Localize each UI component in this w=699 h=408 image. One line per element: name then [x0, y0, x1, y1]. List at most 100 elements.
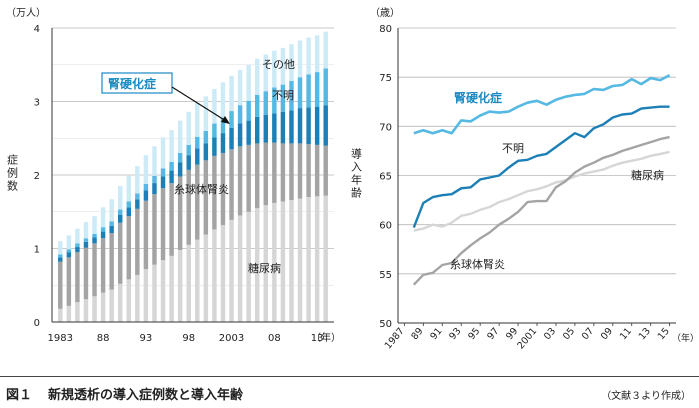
bar-segment-sclerosis: [289, 80, 294, 111]
bar-segment-diabetes: [229, 219, 234, 322]
line-label-unknown: 不明: [502, 142, 524, 155]
bar-segment-other: [203, 96, 209, 131]
bar-segment-glomerulo: [237, 146, 243, 216]
bar-segment-unknown: [160, 176, 166, 189]
bar-segment-other: [306, 37, 311, 75]
right-lines: [412, 74, 671, 286]
bar-segment-unknown: [203, 143, 209, 161]
bar-segment-unknown: [237, 123, 243, 147]
bar-segment-sclerosis: [92, 233, 97, 238]
right-x-tick-label: 05: [561, 326, 577, 342]
bar-segment-glomerulo: [66, 257, 72, 306]
bar-segment-sclerosis: [126, 201, 132, 208]
bar-segment-diabetes: [203, 234, 209, 322]
bar-segment-unknown: [195, 148, 200, 165]
bar-segment-unknown: [323, 105, 328, 146]
right-x-tick-label: 97: [485, 326, 501, 342]
right-x-tick-label: 99: [504, 326, 520, 342]
bar-segment-diabetes: [263, 205, 269, 322]
bar-segment-glomerulo: [135, 208, 140, 275]
bar-segment-diabetes: [186, 244, 191, 322]
bar-segment-unknown: [246, 120, 251, 145]
bar-segment-diabetes: [152, 264, 157, 322]
left-x-tick-label: 1983: [48, 333, 73, 344]
bar-segment-sclerosis: [212, 123, 217, 138]
bar-segment-unknown: [169, 170, 174, 184]
bar-segment-other: [126, 175, 132, 202]
bar-segment-diabetes: [246, 211, 251, 322]
right-y-tick-label: 60: [379, 221, 392, 232]
line-sclerosis: [413, 74, 671, 135]
bar-segment-sclerosis: [220, 117, 226, 134]
bar-segment-diabetes: [323, 195, 328, 322]
bar-segment-sclerosis: [66, 249, 72, 253]
bar-segment-glomerulo: [254, 143, 260, 209]
bar-segment-diabetes: [314, 196, 320, 322]
bar-segment-other: [289, 44, 294, 81]
bar-segment-sclerosis: [143, 183, 149, 191]
bar-segment-sclerosis: [280, 84, 286, 112]
bar-segment-sclerosis: [58, 254, 63, 258]
bar-segment-unknown: [109, 225, 114, 234]
bar-segment-other: [177, 120, 183, 153]
bar-segment-unknown: [289, 110, 294, 144]
bar-segment-glomerulo: [323, 145, 328, 196]
bar-segment-other: [92, 216, 97, 234]
right-y-tick-label: 80: [379, 24, 392, 35]
bar-segment-sclerosis: [314, 72, 320, 107]
bar-segment-diabetes: [280, 201, 286, 322]
bar-segment-unknown: [229, 127, 234, 150]
right-x-tick-label: 15: [656, 326, 672, 342]
bar-segment-sclerosis: [160, 168, 166, 177]
bar-segment-unknown: [100, 231, 106, 239]
bar-segment-other: [263, 54, 269, 92]
bar-segment-other: [135, 166, 140, 194]
bar-segment-other: [229, 75, 234, 112]
bar-segment-unknown: [212, 137, 217, 156]
bar-segment-unknown: [177, 162, 183, 177]
bar-segment-other: [58, 241, 63, 255]
bar-segment-diabetes: [237, 215, 243, 322]
right-y-tick-label: 65: [379, 172, 392, 183]
case-count-bar-chart: 0 1 2 3 4 1983 88 93 98 2003 08 13 （万人） 症例数 （年） その…: [6, 7, 342, 344]
left-y-tick-label: 1: [34, 245, 40, 256]
bar-segment-diabetes: [126, 279, 132, 322]
bar-segment-unknown: [254, 116, 260, 144]
bar-segment-glomerulo: [92, 243, 97, 297]
bar-segment-sclerosis: [195, 136, 200, 149]
right-x-tick-label: 91: [428, 326, 444, 342]
left-x-tick-label: 98: [182, 333, 195, 344]
bar-segment-glomerulo: [220, 152, 226, 225]
bar-segment-unknown: [135, 199, 140, 209]
bar-segment-unknown: [263, 114, 269, 143]
bar-segment-unknown: [117, 214, 123, 223]
bar-segment-diabetes: [177, 249, 183, 322]
bar-segment-sclerosis: [186, 144, 191, 156]
bar-segment-unknown: [66, 252, 72, 258]
bar-segment-sclerosis: [177, 152, 183, 163]
bar-segment-glomerulo: [289, 143, 294, 200]
left-x-tick-label: 13: [311, 333, 324, 344]
bar-segment-diabetes: [58, 308, 63, 322]
bar-segment-glomerulo: [186, 169, 191, 245]
left-gridlines: [52, 27, 334, 286]
left-y-unit: （万人）: [6, 7, 46, 19]
bar-segment-sclerosis: [306, 74, 311, 108]
line-label-glomerulo: 糸球体腎炎: [450, 257, 505, 271]
label-sclerosis-box: [101, 72, 173, 94]
bar-segment-diabetes: [66, 305, 72, 322]
left-x-tick-label: 2003: [219, 333, 244, 344]
left-y-tick-label: 4: [34, 24, 40, 35]
bar-segment-glomerulo: [272, 142, 277, 203]
right-x-tick-label: 13: [637, 326, 653, 342]
bar-segment-other: [314, 35, 320, 73]
bar-segment-unknown: [314, 106, 320, 145]
label-other: その他: [262, 58, 295, 71]
figure-number: 図１: [6, 388, 33, 403]
bar-segment-other: [117, 186, 123, 210]
bar-segment-glomerulo: [109, 233, 114, 290]
right-y-unit: （歳）: [370, 7, 400, 19]
label-sclerosis-arrow: [171, 86, 227, 122]
bar-segment-other: [143, 155, 149, 184]
